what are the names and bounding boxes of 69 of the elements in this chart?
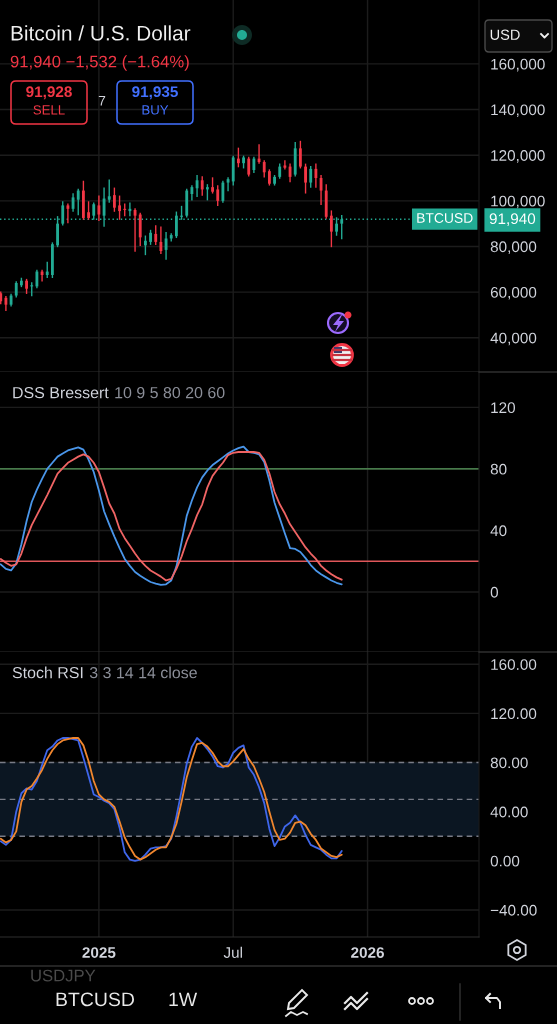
candlestick [154,225,158,245]
y-tick-label: 60,000 [490,286,537,300]
candlestick [283,160,287,170]
x-tick-label: Jul [223,946,242,958]
y-tick-label: 40 [490,525,507,537]
ref-line-label: BTCUSD [417,213,473,223]
text: BTCUSD [56,992,135,1007]
text: DSS Bressert [13,386,109,399]
candlestick [304,163,307,194]
text: Bitcoin / U.S. Dollar [11,25,191,41]
x-tick-label: 2026 [351,947,384,958]
text: 91,940 [489,213,536,226]
candlestick [314,163,318,188]
y-tick-label: 0.00 [490,855,520,867]
annotation: BUY [142,105,169,115]
annotation: 7 [98,96,106,106]
y-tick-label: 40,000 [490,332,537,346]
text: 91,940 −1,532 (−1.64%) [10,55,189,71]
text: 10 9 5 80 20 60 [115,386,225,399]
candlestick [309,165,313,188]
candlestick [66,203,70,224]
candlestick [159,226,163,255]
candlestick [200,176,204,196]
y-tick-label: 80.00 [490,757,528,769]
candlestick [138,212,142,247]
candlestick [87,201,90,220]
candlestick [221,180,225,203]
y-tick-label: 160,000 [491,58,545,72]
y-tick-label: 140,000 [491,104,545,118]
text: USDJPY [31,969,96,982]
y-tick-label: 120 [491,402,515,414]
text: Stoch RSI [12,666,83,679]
y-tick-label: 0 [490,586,499,598]
candlestick [247,156,251,177]
text: 1W [169,992,198,1007]
y-tick-label: 120.00 [491,708,537,720]
y-tick-label: 100,000 [491,195,545,209]
y-tick-label: 120,000 [491,150,545,163]
candlestick [107,179,111,203]
candlestick [97,195,101,221]
y-tick-label: −40.00 [490,904,537,916]
candlestick [273,175,276,186]
annotation: 91,935 [132,86,178,100]
candlestick [236,147,240,168]
candlestick [216,185,220,207]
y-tick-label: 160.00 [491,659,537,670]
y-tick-label: 40.00 [490,806,528,818]
candlestick [118,195,121,220]
annotation: 91,928 [26,86,72,100]
y-tick-label: 80,000 [490,241,537,254]
candlestick [149,229,152,245]
text: 3 3 14 14 close [89,666,197,679]
candlestick [211,177,214,194]
candlestick [298,140,302,169]
x-tick-label: 2025 [82,947,116,958]
candlestick [50,242,54,278]
text: USD [490,29,520,40]
annotation: SELL [33,105,65,115]
candlestick [231,155,235,186]
candlestick [112,187,116,212]
candlestick [128,202,132,217]
candlestick [19,277,23,288]
candlestick [329,210,333,248]
y-tick-label: 80 [490,463,507,475]
candlestick [143,235,147,256]
candlestick [25,278,28,294]
candlestick [76,188,80,216]
candlestick [242,155,245,169]
candlestick [81,180,85,220]
